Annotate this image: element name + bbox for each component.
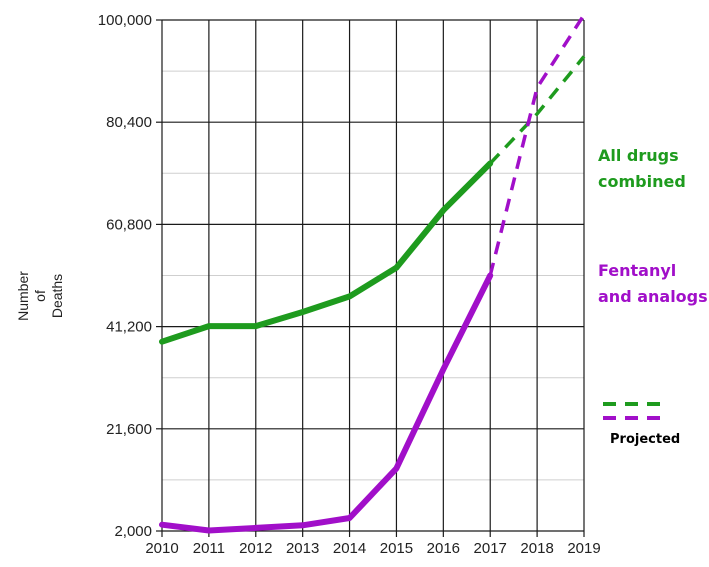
x-tick-label: 2012 [239,540,272,557]
legend-projected-label: Projected [610,432,680,447]
fentanyl-label: and analogs [598,287,708,306]
x-tick-label: 2013 [286,540,319,557]
x-tick-label: 2017 [474,540,507,557]
all-drugs-label: combined [598,172,686,191]
grid: 2,000 21,600 41,200 60,800 80,400 100,000 2010… [98,12,601,557]
x-tick-label: 2018 [520,540,553,557]
x-tick-label: 2010 [145,540,178,557]
y-axis-label: Number of Deaths [15,271,65,321]
fentanyl-projected-line [488,13,586,276]
series-lines [159,13,586,534]
fentanyl-line [159,272,494,534]
y-tick-label: 60,800 [106,216,152,233]
fentanyl-label: Fentanyl [598,261,676,280]
y-tick-label: 41,200 [106,319,152,336]
y-tick-label: 80,400 [106,114,152,131]
all-drugs-projected-line [488,55,586,165]
x-tick-label: 2016 [427,540,460,557]
legend: Projected [603,402,680,447]
y-axis-label-line: Deaths [49,274,65,318]
x-tick-label: 2011 [193,540,225,557]
y-tick-label: 21,600 [106,421,152,438]
y-tick-label: 100,000 [98,12,152,29]
series-labels: All drugs combined Fentanyl and analogs [598,146,708,306]
x-tick-label: 2019 [567,540,600,557]
y-axis-label-line: of [32,290,48,302]
all-drugs-label: All drugs [598,146,679,165]
y-axis-label-line: Number [15,271,31,321]
all-drugs-line [159,160,494,345]
y-tick-label: 2,000 [114,523,152,540]
x-tick-label: 2014 [333,540,366,557]
x-tick-label: 2015 [380,540,413,557]
